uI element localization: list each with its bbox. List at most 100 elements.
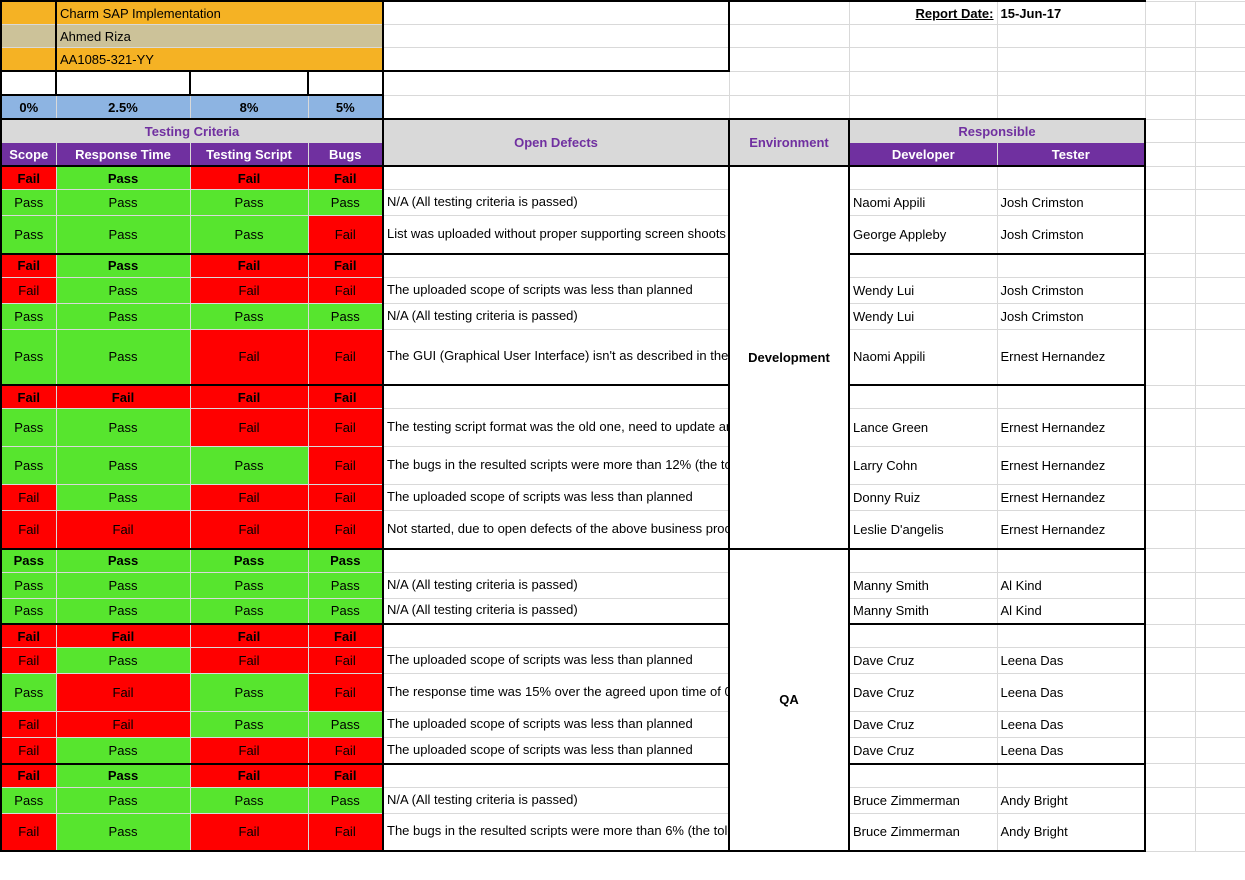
status-cell: Fail — [190, 624, 308, 648]
defect-cell — [383, 624, 729, 648]
criteria-script-pct: 8% — [190, 95, 308, 119]
tester-cell: Ernest Hernandez — [997, 511, 1145, 549]
status-cell: Pass — [190, 216, 308, 254]
defect-cell — [383, 549, 729, 573]
status-cell: Fail — [1, 277, 56, 303]
defect-cell: The uploaded scope of scripts was less t… — [383, 485, 729, 511]
status-cell: Fail — [56, 511, 190, 549]
hdr-environment: Environment — [729, 119, 849, 166]
status-cell: Fail — [308, 216, 383, 254]
status-cell: Pass — [308, 787, 383, 813]
status-cell: Fail — [308, 674, 383, 712]
project-code: AA1085-321-YY — [56, 48, 383, 72]
status-cell: Pass — [190, 572, 308, 598]
status-cell: Pass — [1, 216, 56, 254]
environment-cell: Development — [729, 166, 849, 549]
status-cell: Fail — [190, 738, 308, 764]
status-cell: Fail — [1, 254, 56, 278]
defect-cell: The GUI (Graphical User Interface) isn't… — [383, 329, 729, 385]
defect-cell: N/A (All testing criteria is passed) — [383, 598, 729, 624]
developer-cell: Leslie D'angelis — [849, 511, 997, 549]
hdr-open-defects: Open Defects — [383, 119, 729, 166]
status-cell: Fail — [308, 166, 383, 190]
status-cell: Fail — [56, 674, 190, 712]
tester-cell — [997, 385, 1145, 409]
status-cell: Pass — [190, 549, 308, 573]
hdr-responsible: Responsible — [849, 119, 1145, 143]
tester-cell: Andy Bright — [997, 787, 1145, 813]
defect-cell: N/A (All testing criteria is passed) — [383, 190, 729, 216]
status-cell: Pass — [56, 648, 190, 674]
developer-cell: Larry Cohn — [849, 447, 997, 485]
col-testing-script: Testing Script — [190, 143, 308, 167]
status-cell: Pass — [1, 190, 56, 216]
status-cell: Pass — [308, 712, 383, 738]
status-cell: Fail — [56, 712, 190, 738]
defect-cell — [383, 254, 729, 278]
status-cell: Fail — [308, 648, 383, 674]
status-cell: Fail — [308, 624, 383, 648]
tester-cell: Leena Das — [997, 738, 1145, 764]
col-bugs: Bugs — [308, 143, 383, 167]
tester-cell: Ernest Hernandez — [997, 409, 1145, 447]
criteria-resp-pct: 2.5% — [56, 95, 190, 119]
tester-cell — [997, 254, 1145, 278]
tester-cell: Al Kind — [997, 572, 1145, 598]
status-cell: Fail — [190, 511, 308, 549]
developer-cell: Dave Cruz — [849, 738, 997, 764]
defect-cell: N/A (All testing criteria is passed) — [383, 572, 729, 598]
status-cell: Fail — [56, 385, 190, 409]
status-cell: Fail — [308, 277, 383, 303]
status-cell: Pass — [1, 447, 56, 485]
status-cell: Fail — [190, 813, 308, 851]
developer-cell: Manny Smith — [849, 572, 997, 598]
developer-cell: Bruce Zimmerman — [849, 787, 997, 813]
status-cell: Fail — [1, 485, 56, 511]
tester-cell — [997, 764, 1145, 788]
status-cell: Fail — [1, 648, 56, 674]
tester-cell — [997, 166, 1145, 190]
status-cell: Pass — [1, 409, 56, 447]
tester-cell — [997, 549, 1145, 573]
col-response-time: Response Time — [56, 143, 190, 167]
status-cell: Pass — [56, 813, 190, 851]
status-cell: Pass — [56, 216, 190, 254]
status-cell: Pass — [308, 303, 383, 329]
status-cell: Fail — [190, 648, 308, 674]
tester-cell: Andy Bright — [997, 813, 1145, 851]
status-cell: Pass — [308, 190, 383, 216]
status-cell: Fail — [190, 764, 308, 788]
status-cell: Pass — [308, 549, 383, 573]
status-cell: Pass — [308, 598, 383, 624]
col-developer: Developer — [849, 143, 997, 167]
developer-cell: Wendy Lui — [849, 277, 997, 303]
tester-cell: Ernest Hernandez — [997, 485, 1145, 511]
tester-cell — [997, 624, 1145, 648]
status-cell: Fail — [1, 166, 56, 190]
status-cell: Fail — [308, 511, 383, 549]
status-cell: Pass — [190, 190, 308, 216]
status-cell: Pass — [56, 787, 190, 813]
tester-cell: Ernest Hernandez — [997, 329, 1145, 385]
developer-cell — [849, 166, 997, 190]
status-cell: Fail — [1, 764, 56, 788]
status-cell: Pass — [1, 787, 56, 813]
status-cell: Pass — [190, 712, 308, 738]
report-grid: Charm SAP ImplementationReport Date:15-J… — [0, 0, 1245, 852]
status-cell: Fail — [308, 738, 383, 764]
status-cell: Fail — [190, 277, 308, 303]
status-cell: Pass — [1, 572, 56, 598]
status-cell: Fail — [190, 329, 308, 385]
defect-cell: The response time was 15% over the agree… — [383, 674, 729, 712]
status-cell: Pass — [56, 598, 190, 624]
status-cell: Fail — [190, 409, 308, 447]
status-cell: Fail — [190, 166, 308, 190]
status-cell: Fail — [190, 485, 308, 511]
status-cell: Pass — [1, 329, 56, 385]
developer-cell: Naomi Appili — [849, 190, 997, 216]
project-name: Charm SAP Implementation — [56, 1, 383, 25]
status-cell: Pass — [56, 572, 190, 598]
status-cell: Fail — [56, 624, 190, 648]
status-cell: Pass — [190, 303, 308, 329]
hdr-testing-criteria: Testing Criteria — [1, 119, 383, 143]
